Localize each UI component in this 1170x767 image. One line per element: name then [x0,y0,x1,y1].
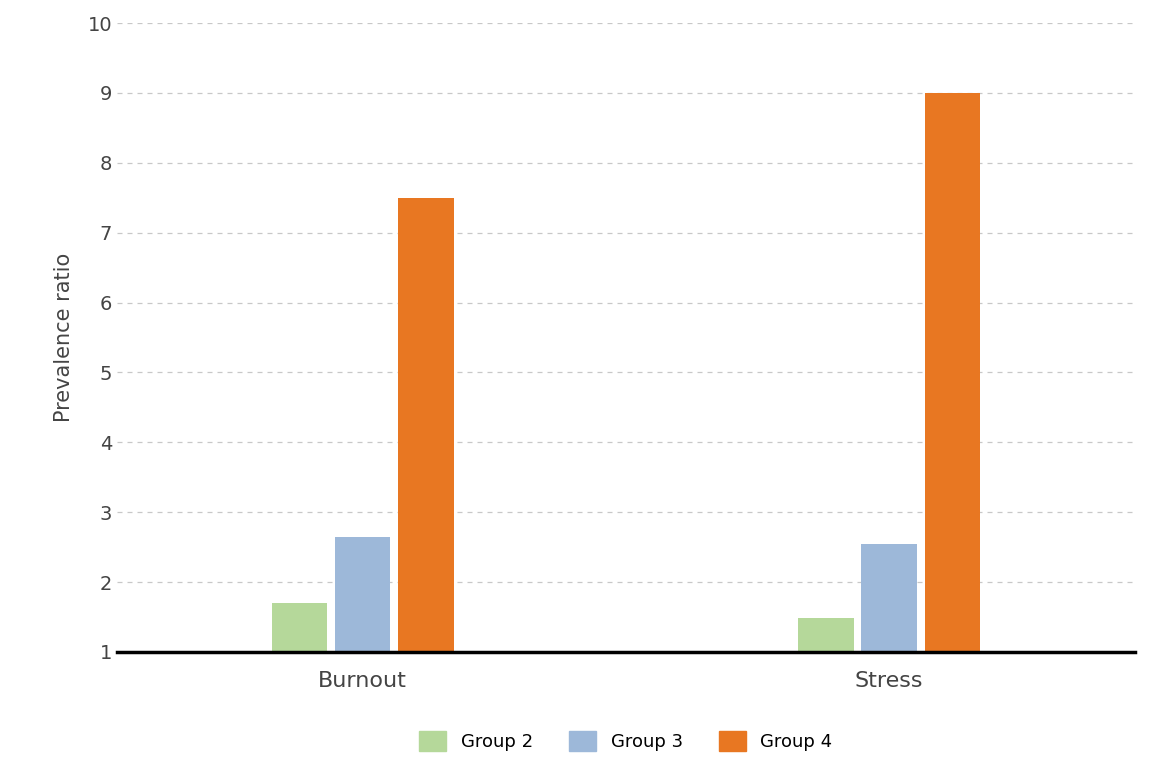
Y-axis label: Prevalence ratio: Prevalence ratio [54,253,74,422]
Bar [335,537,391,652]
Bar [861,544,917,652]
Legend: Group 2, Group 3, Group 4: Group 2, Group 3, Group 4 [412,724,840,759]
Bar [798,618,854,652]
Bar [924,93,980,652]
Bar [271,603,328,652]
Bar [398,198,454,652]
